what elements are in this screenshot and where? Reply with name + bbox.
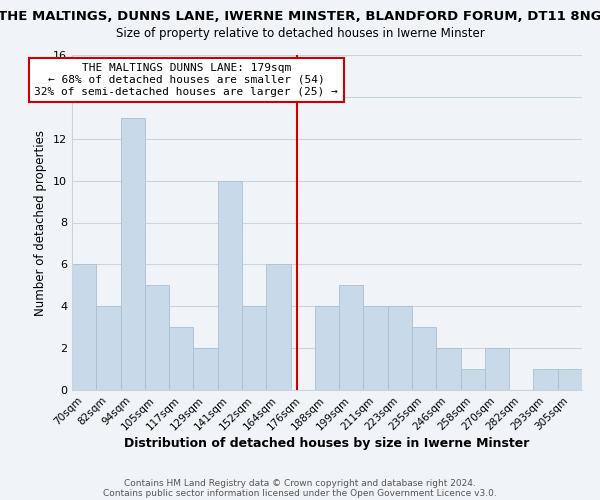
Bar — [485, 348, 509, 390]
Text: Size of property relative to detached houses in Iwerne Minster: Size of property relative to detached ho… — [116, 28, 484, 40]
Bar — [339, 286, 364, 390]
Bar — [145, 286, 169, 390]
Bar — [315, 306, 339, 390]
Bar — [412, 327, 436, 390]
Bar — [242, 306, 266, 390]
Bar — [388, 306, 412, 390]
Y-axis label: Number of detached properties: Number of detached properties — [34, 130, 47, 316]
Bar — [121, 118, 145, 390]
Bar — [218, 180, 242, 390]
Text: Contains HM Land Registry data © Crown copyright and database right 2024.: Contains HM Land Registry data © Crown c… — [124, 478, 476, 488]
X-axis label: Distribution of detached houses by size in Iwerne Minster: Distribution of detached houses by size … — [124, 438, 530, 450]
Bar — [193, 348, 218, 390]
Bar — [436, 348, 461, 390]
Text: THE MALTINGS, DUNNS LANE, IWERNE MINSTER, BLANDFORD FORUM, DT11 8NG: THE MALTINGS, DUNNS LANE, IWERNE MINSTER… — [0, 10, 600, 23]
Text: Contains public sector information licensed under the Open Government Licence v3: Contains public sector information licen… — [103, 488, 497, 498]
Bar — [169, 327, 193, 390]
Bar — [72, 264, 96, 390]
Text: THE MALTINGS DUNNS LANE: 179sqm
← 68% of detached houses are smaller (54)
32% of: THE MALTINGS DUNNS LANE: 179sqm ← 68% of… — [34, 64, 338, 96]
Bar — [461, 369, 485, 390]
Bar — [96, 306, 121, 390]
Bar — [266, 264, 290, 390]
Bar — [364, 306, 388, 390]
Bar — [533, 369, 558, 390]
Bar — [558, 369, 582, 390]
